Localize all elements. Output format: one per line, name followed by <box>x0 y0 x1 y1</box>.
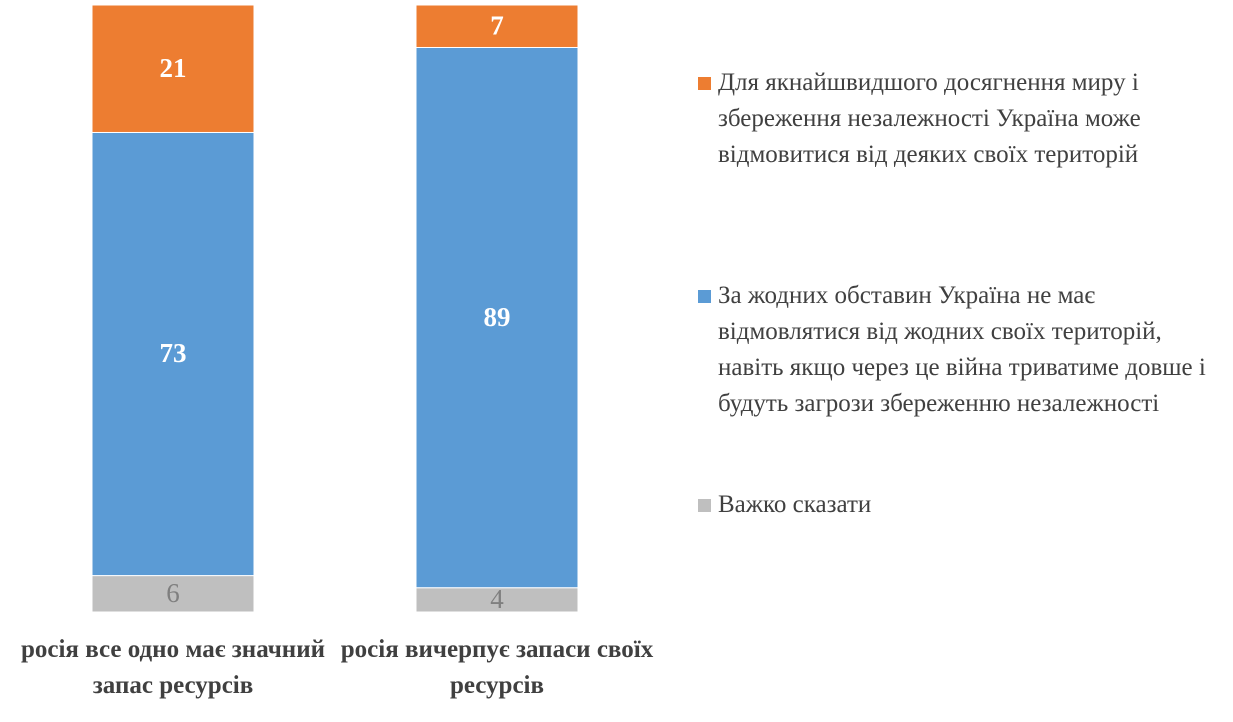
legend-swatch <box>698 499 711 512</box>
bar-segment <box>91 575 255 613</box>
bar-segment <box>91 4 255 133</box>
data-label: 73 <box>160 338 187 368</box>
data-label: 7 <box>490 10 504 40</box>
data-label: 6 <box>166 578 180 608</box>
legend-label: Важко сказати <box>718 491 872 518</box>
data-label: 21 <box>160 53 187 83</box>
category-label: росія вичерпує запаси своїх ресурсів <box>340 636 654 699</box>
data-label: 4 <box>490 584 504 614</box>
data-label: 89 <box>484 302 511 332</box>
legend-swatch <box>698 290 711 303</box>
bar-segment <box>91 131 255 577</box>
legend-label: Для якнайшвидшого досягнення миру і збер… <box>718 69 1141 168</box>
legend-label: За жодних обставин Україна не має відмов… <box>718 282 1206 417</box>
legend-entry: За жодних обставин Україна не має відмов… <box>698 278 1218 422</box>
bar-segment <box>415 4 579 48</box>
legend-entry: Важко сказати <box>698 487 1218 523</box>
legend-entry: Для якнайшвидшого досягнення миру і збер… <box>698 65 1218 173</box>
bar-segment <box>415 46 579 589</box>
legend-swatch <box>698 77 711 90</box>
category-label: росія все одно має значний запас ресурсі… <box>20 636 326 699</box>
